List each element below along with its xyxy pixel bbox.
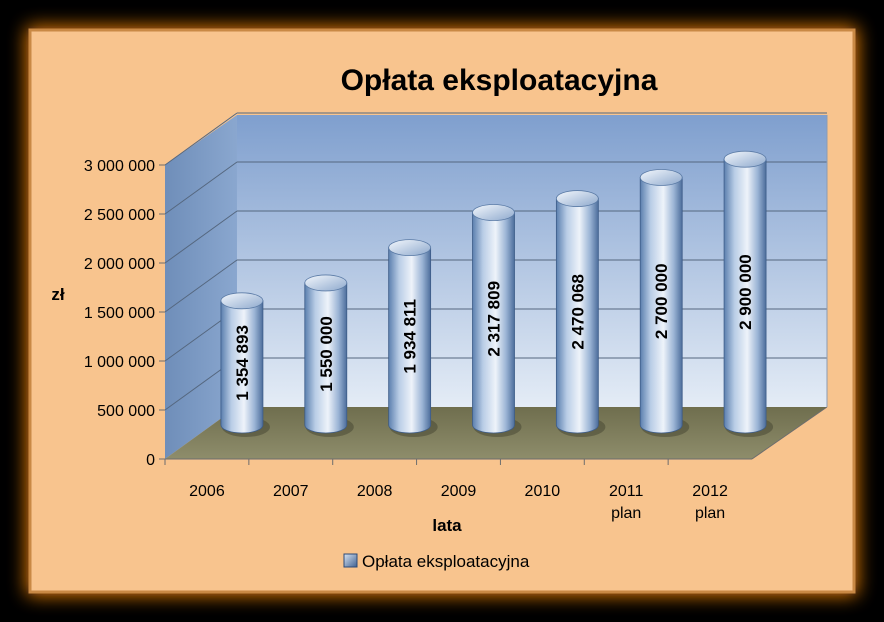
x-tick-label: 2012 plan bbox=[692, 483, 728, 522]
gridline-side bbox=[164, 210, 238, 264]
gridline-side bbox=[164, 112, 238, 166]
bar-body bbox=[723, 158, 767, 434]
x-tick-label: 2007 bbox=[273, 483, 309, 500]
y-tick-labels: 0 500 000 1 000 000 1 500 000 2 000 000 2 500… bbox=[84, 158, 165, 469]
x-tick-label: 2009 bbox=[441, 483, 477, 500]
bars: 1 354 893 1 550 000 1 934 811 2 317 809 2 47… bbox=[220, 150, 774, 437]
legend: Opłata eksploatacyjna bbox=[343, 552, 530, 571]
data-label: 2 470 068 bbox=[568, 274, 587, 350]
bar: 1 934 811 bbox=[388, 239, 438, 437]
x-tick-label: 2008 bbox=[357, 483, 393, 500]
y-tick-label: 1 500 000 bbox=[84, 305, 155, 322]
bar: 2 317 809 bbox=[472, 204, 522, 437]
bar-body bbox=[220, 300, 264, 434]
y-tick-label: 3 000 000 bbox=[84, 158, 155, 175]
bar-cap bbox=[472, 204, 515, 221]
legend-label: Opłata eksploatacyjna bbox=[362, 552, 530, 571]
bar-body bbox=[304, 282, 348, 434]
y-tick-label: 2 500 000 bbox=[84, 207, 155, 224]
bar-cap bbox=[723, 150, 767, 168]
floor-edge bbox=[751, 406, 828, 460]
bar-cap bbox=[220, 292, 264, 310]
bar: 2 470 068 bbox=[555, 190, 606, 437]
x-axis-title: lata bbox=[432, 516, 462, 535]
bar-body bbox=[639, 177, 683, 434]
y-axis-title: zł bbox=[51, 285, 65, 304]
bar: 1 354 893 bbox=[220, 292, 270, 437]
y-tick-label: 2 000 000 bbox=[84, 256, 155, 273]
x-tick-label: 2010 bbox=[525, 483, 561, 500]
data-label: 1 550 000 bbox=[317, 316, 336, 392]
bar: 1 550 000 bbox=[304, 274, 354, 437]
bar-cap bbox=[304, 274, 348, 292]
bar-body bbox=[388, 247, 432, 434]
y-tick-label: 0 bbox=[146, 452, 155, 469]
data-label: 2 700 000 bbox=[652, 263, 671, 339]
gridline-side bbox=[164, 161, 238, 215]
bar-cap bbox=[555, 190, 599, 207]
y-tick-label: 1 000 000 bbox=[84, 354, 155, 371]
x-tick-labels: 2006 2007 2008 2009 2010 2011 plan 2012 plan bbox=[164, 459, 728, 522]
bar-cap bbox=[639, 169, 683, 186]
data-label: 2 900 000 bbox=[736, 254, 755, 330]
bar-body bbox=[472, 212, 515, 434]
bar: 2 900 000 bbox=[723, 150, 774, 437]
x-tick-label: 2011 plan bbox=[609, 483, 644, 522]
bar-body bbox=[555, 198, 599, 434]
bar-cap bbox=[388, 239, 432, 257]
gridline-side bbox=[164, 259, 238, 313]
data-label: 1 934 811 bbox=[401, 299, 420, 374]
chart-title: Opłata eksploatacyjna bbox=[341, 64, 658, 97]
data-label: 1 354 893 bbox=[233, 325, 252, 401]
y-tick-label: 500 000 bbox=[97, 403, 155, 420]
data-label: 2 317 809 bbox=[485, 281, 504, 357]
x-tick-label: 2006 bbox=[189, 483, 225, 500]
legend-swatch bbox=[343, 553, 358, 568]
bar: 2 700 000 bbox=[639, 169, 690, 437]
